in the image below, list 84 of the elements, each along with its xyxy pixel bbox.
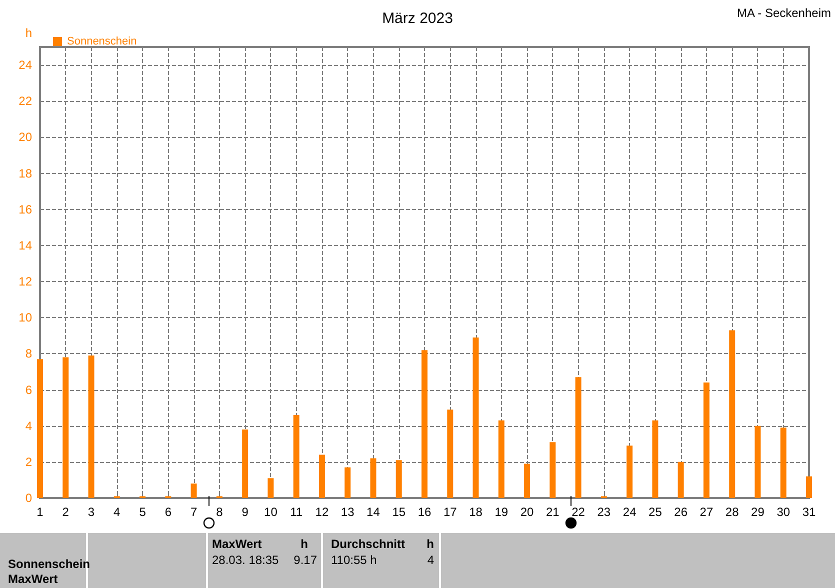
y-tick-label: 10 bbox=[18, 310, 32, 325]
x-tick-label: 16 bbox=[418, 505, 432, 519]
bar bbox=[268, 478, 274, 498]
bar bbox=[703, 382, 710, 498]
text: 110:55 h bbox=[331, 553, 377, 567]
x-tick-label: 2 bbox=[62, 505, 70, 519]
bar bbox=[370, 458, 376, 498]
y-tick-label: 0 bbox=[25, 491, 32, 505]
bar bbox=[498, 420, 504, 498]
x-tick-label: 13 bbox=[340, 505, 355, 519]
bar bbox=[62, 357, 69, 498]
x-tick-label: 8 bbox=[216, 505, 224, 519]
text: Durchschnitt bbox=[331, 537, 406, 551]
y-tick-label: 22 bbox=[18, 94, 32, 108]
x-tick-label: 10 bbox=[264, 505, 278, 519]
bar bbox=[652, 420, 658, 498]
y-tick-label: 12 bbox=[18, 274, 32, 289]
x-tick-label: 31 bbox=[802, 505, 816, 519]
y-tick-label: 14 bbox=[18, 238, 32, 252]
y-tick-label: 2 bbox=[25, 454, 32, 469]
text: h bbox=[426, 537, 434, 551]
y-tick-label: 18 bbox=[18, 166, 32, 180]
bar bbox=[575, 377, 582, 498]
y-tick-label: 20 bbox=[18, 130, 32, 144]
x-tick-label: 5 bbox=[139, 505, 146, 519]
x-tick-label: 25 bbox=[648, 505, 662, 519]
bar bbox=[524, 464, 530, 498]
x-tick-label: 6 bbox=[164, 505, 172, 519]
x-tick-label: 12 bbox=[315, 505, 329, 519]
y-tick-label: 24 bbox=[18, 58, 32, 72]
x-tick-label: 26 bbox=[674, 505, 688, 519]
bar bbox=[190, 484, 197, 498]
x-tick-label: 29 bbox=[751, 505, 765, 519]
x-tick-label: 3 bbox=[88, 505, 95, 519]
chart-title: März 2023 bbox=[382, 10, 453, 27]
bar bbox=[678, 462, 684, 498]
x-tick-label: 1 bbox=[36, 505, 44, 519]
x-tick-label: 9 bbox=[242, 505, 249, 519]
bar bbox=[344, 467, 351, 498]
x-tick-label: 30 bbox=[776, 505, 790, 519]
text: MA - Seckenheim bbox=[736, 6, 831, 20]
text: h bbox=[300, 537, 308, 551]
bar bbox=[422, 350, 428, 498]
x-tick-label: 24 bbox=[622, 505, 637, 519]
x-tick-label: 7 bbox=[190, 505, 198, 519]
bar bbox=[754, 426, 761, 498]
bar bbox=[447, 410, 454, 498]
x-tick-label: 21 bbox=[546, 505, 560, 519]
text: Sonnenschein bbox=[8, 557, 90, 571]
y-tick-label: 8 bbox=[25, 346, 32, 361]
bar bbox=[729, 330, 736, 498]
bar bbox=[396, 460, 402, 498]
bar bbox=[293, 415, 300, 498]
y-axis-title: h bbox=[25, 26, 32, 40]
y-tick-label: 4 bbox=[25, 418, 32, 433]
legend-label: Sonnenschein bbox=[67, 36, 137, 48]
text: MaxWert bbox=[212, 537, 262, 551]
x-tick-label: 20 bbox=[520, 505, 534, 519]
text: 28.03. 18:35 bbox=[212, 553, 279, 567]
bar bbox=[37, 359, 43, 498]
bar bbox=[550, 442, 556, 498]
x-tick-label: 11 bbox=[290, 505, 303, 519]
bar bbox=[88, 355, 94, 498]
x-tick-label: 18 bbox=[469, 505, 483, 519]
x-tick-label: 15 bbox=[392, 505, 406, 519]
text: 4 bbox=[427, 553, 434, 567]
bar bbox=[318, 454, 325, 498]
bar bbox=[472, 337, 479, 498]
text: MaxWert bbox=[8, 572, 58, 586]
bar bbox=[626, 446, 633, 498]
x-tick-label: 22 bbox=[572, 505, 586, 519]
x-tick-label: 4 bbox=[114, 505, 121, 519]
x-tick-label: 19 bbox=[494, 505, 508, 519]
bar bbox=[242, 429, 248, 498]
x-tick-label: 28 bbox=[725, 505, 740, 519]
x-tick-label: 23 bbox=[597, 505, 611, 519]
y-tick-label: 16 bbox=[18, 202, 32, 216]
x-tick-label: 17 bbox=[443, 505, 458, 519]
bar bbox=[780, 428, 786, 498]
x-tick-label: 27 bbox=[700, 505, 714, 519]
bar bbox=[806, 476, 812, 498]
text: 9.17 bbox=[294, 553, 317, 567]
x-tick-label: 14 bbox=[366, 505, 380, 519]
y-tick-label: 6 bbox=[25, 382, 32, 397]
